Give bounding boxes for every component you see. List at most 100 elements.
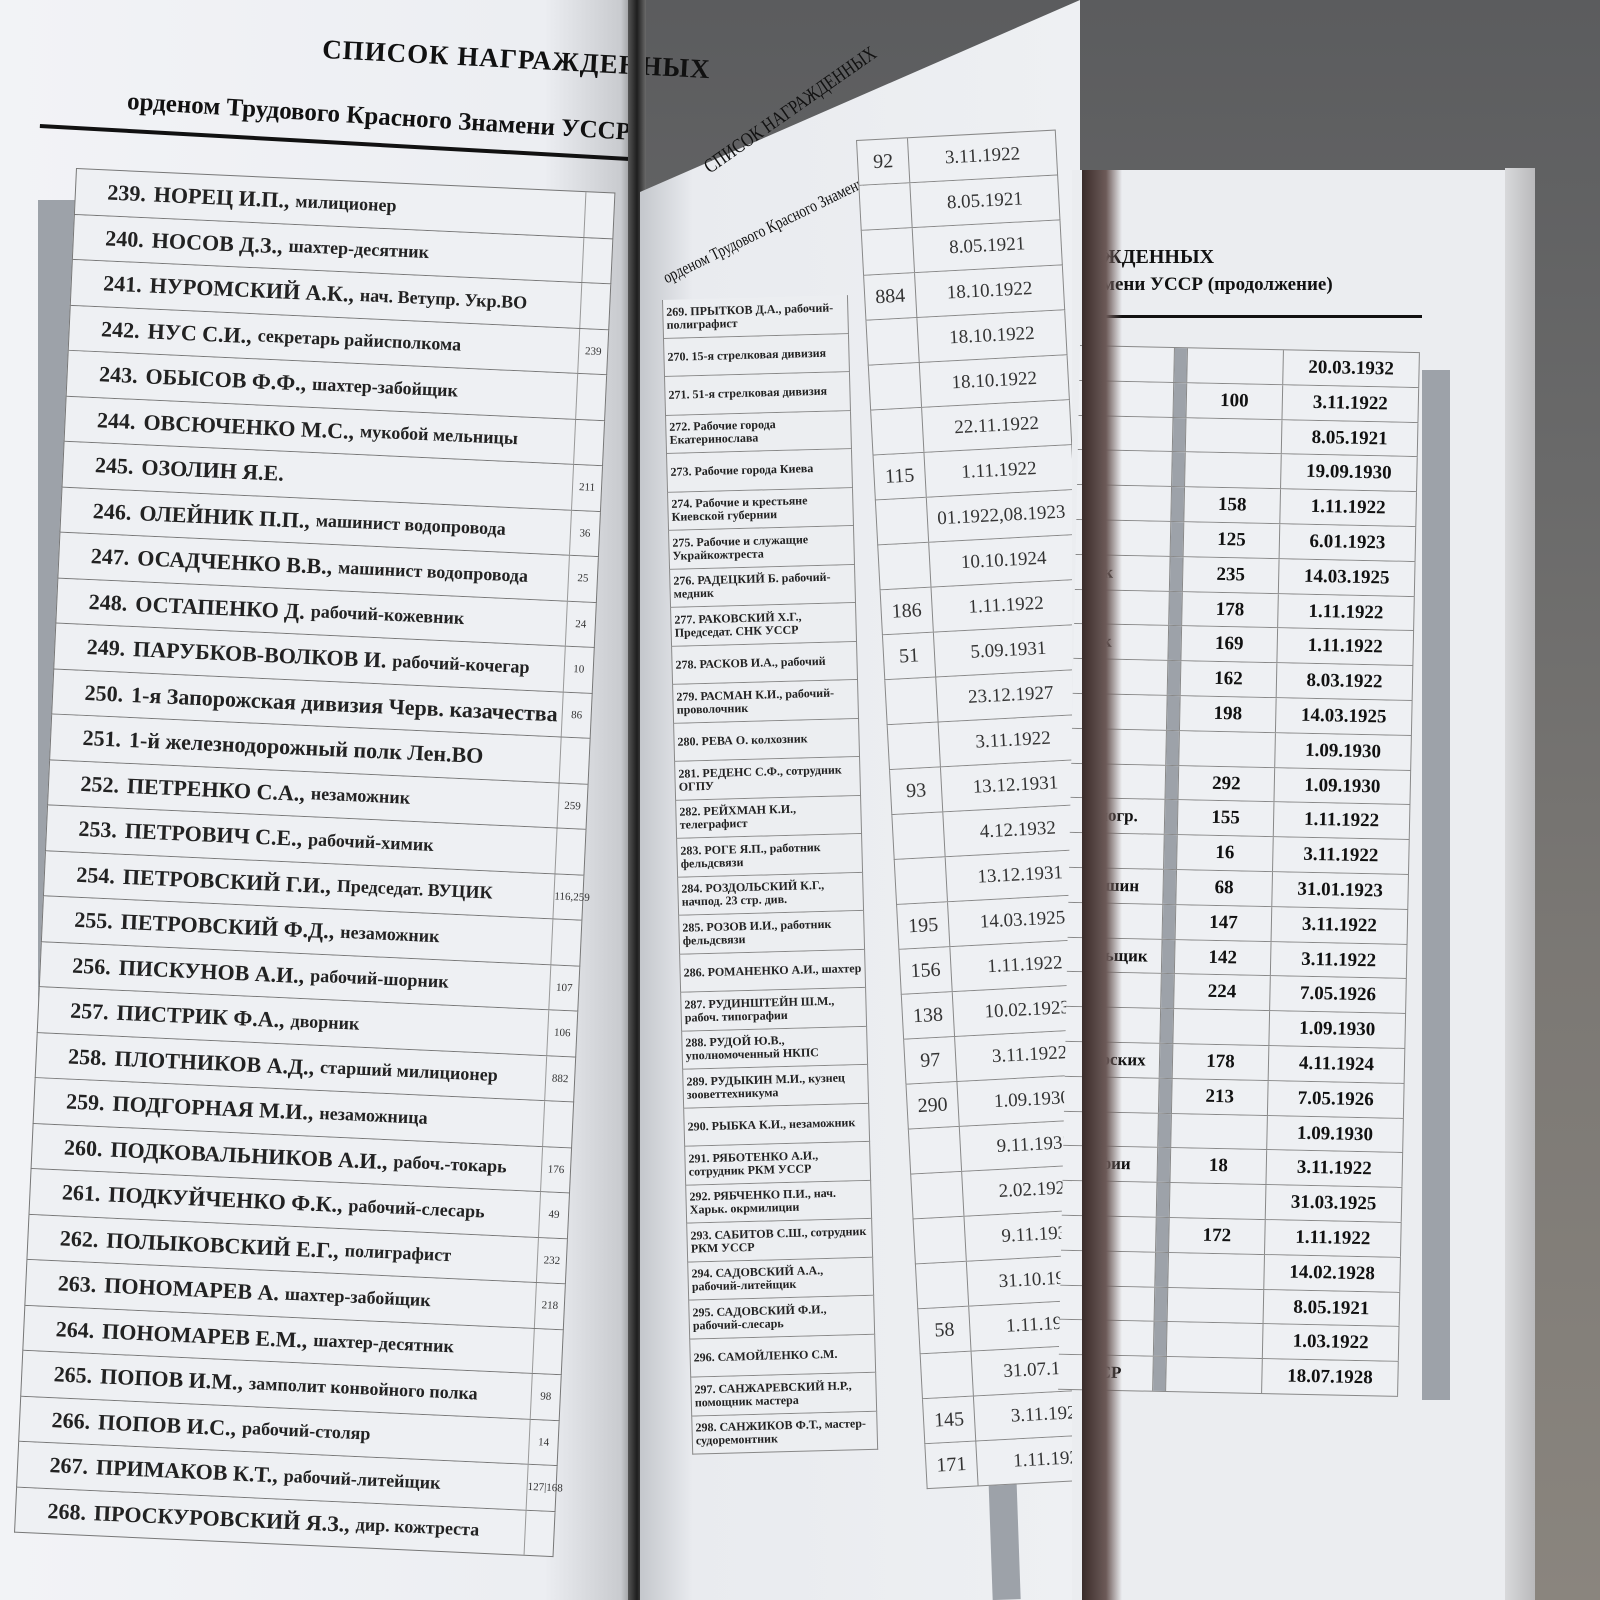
table-row: 274. Рабочие и крестьяне Киевской губерн…: [667, 487, 854, 531]
award-date: 13.12.1931: [972, 772, 1059, 798]
award-number: 18: [1169, 1148, 1268, 1185]
table-row: 296. САМОЙЛЕНКО С.М.: [689, 1334, 877, 1378]
entry-number: 255.: [73, 906, 114, 934]
page-edge-shadow: [1082, 170, 1122, 1600]
award-date: 10.10.1924: [960, 547, 1047, 574]
entry-number: 262.: [59, 1225, 99, 1252]
award-date: 23.12.1927: [967, 682, 1055, 708]
award-number: [1184, 417, 1283, 454]
table-shadow-gap: [1153, 1356, 1166, 1391]
entry-reference: 176: [540, 1146, 572, 1193]
entry-name: ПЛОТНИКОВ А.Д.,: [114, 1045, 315, 1080]
entry-text: 269. ПРЫТКОВ Д.А., рабочий-полиграфист: [666, 300, 834, 332]
award-number: [878, 542, 932, 590]
table-shadow-gap: [1172, 417, 1186, 452]
entry-reference: 107: [548, 964, 580, 1011]
entry-reference: [573, 419, 605, 466]
table-row: 286. РОМАНЕНКО А.И., шахтер: [679, 949, 867, 993]
award-number: [1172, 1009, 1271, 1046]
award-date: 1.11.1922: [1280, 489, 1417, 527]
award-number: 145: [922, 1396, 977, 1444]
entry-name: ПРИМАКОВ К.Т.,: [95, 1454, 279, 1488]
entry-text: 280. РЕВА О. колхозник: [677, 731, 808, 749]
entry-number: 260.: [63, 1134, 104, 1161]
entry-number: 243.: [98, 361, 139, 389]
entry-name: ПЕТРОВИЧ С.Е.,: [124, 818, 303, 852]
award-number: [908, 1126, 963, 1174]
award-date: 01.1922,08.1923: [936, 501, 1066, 530]
award-number: [1167, 1252, 1265, 1289]
award-number: 178: [1171, 1044, 1270, 1080]
entry-text: 274. Рабочие и крестьяне Киевской губерн…: [671, 493, 808, 525]
table-row: 283. РОГЕ Я.П., работник фельдсвязи: [676, 833, 864, 878]
award-number: 158: [1183, 487, 1282, 524]
award-date: 31.01.1923: [1272, 872, 1409, 909]
table-shadow-gap: [1158, 1078, 1172, 1113]
table-row: 294. САДОВСКИЙ А.А., рабочий-литейщик: [687, 1257, 875, 1301]
entry-number: 241.: [102, 270, 143, 298]
award-number: 115: [873, 452, 927, 500]
award-number: [866, 318, 920, 365]
entry-description: незаможник: [310, 783, 411, 809]
award-date: 19.09.1930: [1281, 454, 1418, 492]
award-number: [913, 1216, 967, 1264]
table-shadow-gap: [1165, 765, 1179, 800]
award-number: 884: [864, 273, 918, 320]
entry-text: 293. САБИТОВ С.Ш., сотрудник РКМ УССР: [690, 1223, 867, 1256]
award-number: 178: [1181, 591, 1279, 628]
entry-reference: 218: [533, 1283, 565, 1329]
table-row: 289. РУДЫКИН М.И., кузнец зооветтехникум…: [682, 1064, 870, 1109]
award-date: 5.09.1931: [969, 637, 1047, 663]
entry-name: ПОДГОРНАЯ М.И.,: [112, 1090, 314, 1125]
entry-description: рабоч.-токарь: [393, 1151, 508, 1177]
entry-description: шахтер-десятник: [312, 1330, 455, 1357]
award-number: 97: [904, 1037, 958, 1084]
award-date: 1.11.1922: [960, 458, 1038, 483]
left-award-table: 239. НОРЕЦ И.П., милиционер 240. НОСОВ Д.З.,…: [14, 168, 616, 1558]
entry-text: 290. РЫБКА К.И., незаможник: [687, 1114, 856, 1134]
entry-reference: 24: [564, 601, 596, 647]
entry-reference: [542, 1101, 574, 1147]
award-number: 169: [1180, 626, 1279, 663]
entry-name: ПАРУБКОВ-ВОЛКОВ И.: [132, 636, 388, 673]
award-date: 8.05.1921: [1281, 419, 1419, 457]
entry-reference: 211: [571, 464, 603, 511]
table-row: 275. Рабочие и служащие Украйкожтреста: [668, 526, 855, 570]
entry-number: 244.: [96, 406, 137, 434]
entry-name: ПИСКУНОВ А.И.,: [118, 954, 305, 988]
entry-number: 246.: [92, 497, 133, 525]
entry-number: 257.: [69, 997, 110, 1025]
entry-name: ПОЛЫКОВСКИЙ Е.Г.,: [105, 1227, 340, 1263]
entry-description: старший милиционер: [319, 1057, 499, 1086]
award-date: 1.11.1922: [1265, 1220, 1402, 1257]
entry-number: 245.: [94, 452, 135, 480]
table-shadow-gap: [1161, 939, 1175, 974]
entry-number: 247.: [90, 543, 130, 571]
table-shadow-gap: [1163, 869, 1177, 904]
award-date: 1.03.1922: [1262, 1324, 1400, 1362]
entry-description: секретарь райисполкома: [257, 325, 462, 355]
entry-text: 285. РОЗОВ И.И., работник фельдсвязи: [682, 916, 832, 948]
entry-text: 289. РУДЫКИН М.И., кузнец зооветтехникум…: [686, 1070, 846, 1102]
entry-name: ПЕТРЕНКО С.А.,: [126, 772, 306, 806]
entry-name: ОБЫСОВ Ф.Ф.,: [145, 363, 307, 396]
entry-text: 282. РЕЙХМАН К.И., телеграфист: [679, 801, 797, 832]
award-date: 1.09.1930: [1275, 732, 1412, 770]
table-shadow-gap: [1172, 452, 1185, 487]
entry-name: ПЕТРОВСКИЙ Г.И.,: [122, 863, 332, 899]
table-row: 271. 51-я стрелковая дивизия: [664, 372, 851, 416]
award-date: 22.11.1922: [953, 412, 1040, 439]
book-page-edges: [1505, 168, 1535, 1600]
table-row: 279. РАСМАН К.И., рабочий-проволочник: [672, 679, 860, 724]
award-number: [1165, 1357, 1263, 1393]
entry-number: 256.: [71, 952, 112, 980]
entry-text: 276. РАДЕЦКИЙ Б. рабочий-медник: [673, 569, 831, 602]
award-number: 186: [880, 587, 934, 635]
left-page-title: СПИСОК НАГРАЖДЕННЫХ: [321, 33, 712, 85]
right-title-rule: [1102, 315, 1422, 318]
entry-text: 292. РЯБЧЕНКО П.И., нач. Харьк. окрмилиц…: [689, 1186, 837, 1217]
entry-reference: 36: [568, 510, 600, 557]
entry-number: 239.: [106, 179, 147, 207]
award-number: 172: [1168, 1217, 1266, 1254]
award-number: [859, 183, 913, 230]
